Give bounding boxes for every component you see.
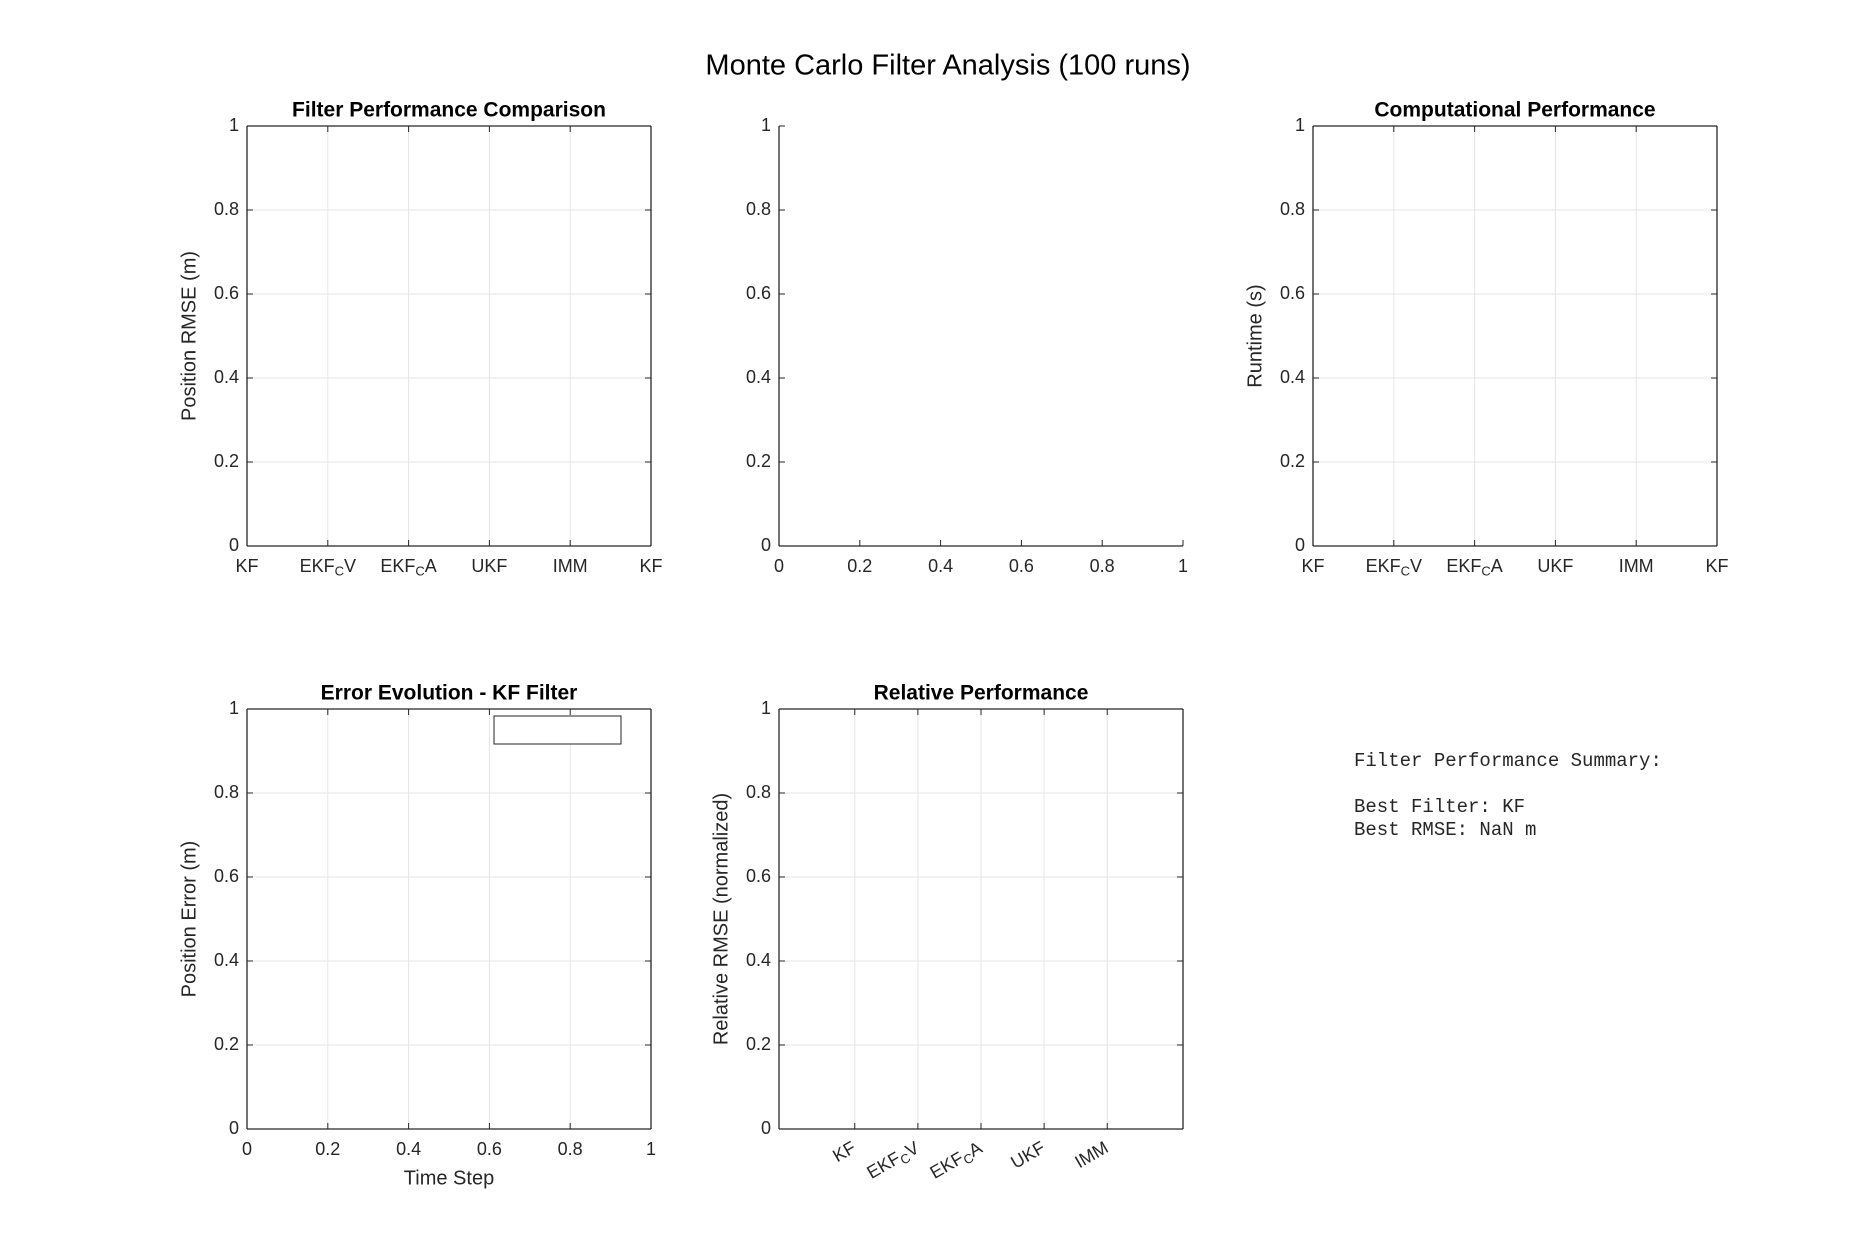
x-tick-label: KF [1705, 556, 1728, 576]
y-tick-label: 0.6 [746, 283, 771, 303]
y-tick-label: 0.4 [746, 367, 771, 387]
x-tick-label: UKF [471, 556, 507, 576]
x-tick-label: 0 [774, 556, 784, 576]
x-tick-label: KF [639, 556, 662, 576]
x-tick-label: 0 [242, 1139, 252, 1159]
x-tick-label: EKFCV [1366, 556, 1422, 579]
chart-title: Relative Performance [874, 682, 1089, 705]
x-tick-label: IMM [1619, 556, 1654, 576]
y-tick-label: 1 [761, 115, 771, 135]
x-tick-label: EKFCA [1446, 556, 1502, 579]
legend [493, 715, 622, 745]
x-tick-label: IMM [553, 556, 588, 576]
x-tick-label: 0.4 [928, 556, 953, 576]
x-tick-label: 0.6 [477, 1139, 502, 1159]
x-axis-label: Time Step [404, 1167, 494, 1189]
y-tick-label: 0.4 [214, 367, 239, 387]
y-tick-label: 0.2 [746, 451, 771, 471]
y-tick-label: 0.8 [214, 199, 239, 219]
x-tick-label: UKF [1537, 556, 1573, 576]
y-tick-label: 0.2 [1280, 451, 1305, 471]
plot-area [1313, 126, 1717, 546]
plot-area [247, 709, 651, 1129]
y-tick-label: 0.2 [746, 1034, 771, 1054]
x-tick-label: 0.4 [396, 1139, 421, 1159]
y-tick-label: 0.8 [214, 782, 239, 802]
y-axis-label: Runtime (s) [1244, 284, 1266, 387]
x-tick-label: KF [1301, 556, 1324, 576]
y-tick-label: 1 [229, 698, 239, 718]
x-tick-label: 1 [1178, 556, 1188, 576]
x-tick-label: EKFCV [300, 556, 356, 579]
summary-line: Best Filter: KF [1354, 796, 1525, 818]
figure-title: Monte Carlo Filter Analysis (100 runs) [705, 50, 1190, 82]
y-axis-label: Position RMSE (m) [178, 251, 200, 421]
y-axis-label: Position Error (m) [178, 841, 200, 998]
x-tick-label: EKFCA [380, 556, 436, 579]
y-tick-label: 0.6 [746, 866, 771, 886]
y-tick-label: 0.6 [214, 283, 239, 303]
y-tick-label: 1 [229, 115, 239, 135]
x-tick-label: 0.8 [1090, 556, 1115, 576]
x-tick-label: KF [235, 556, 258, 576]
y-tick-label: 0.8 [746, 782, 771, 802]
x-tick-label: 0.8 [558, 1139, 583, 1159]
x-tick-label: 0.2 [847, 556, 872, 576]
plot-area [779, 126, 1183, 546]
y-tick-label: 0.2 [214, 451, 239, 471]
y-tick-label: 0 [761, 1118, 771, 1138]
summary-line: Filter Performance Summary: [1354, 750, 1662, 772]
chart-title: Filter Performance Comparison [292, 99, 606, 122]
y-tick-label: 0.6 [214, 866, 239, 886]
plot-area [247, 126, 651, 546]
y-tick-label: 0.4 [746, 950, 771, 970]
y-tick-label: 0.8 [1280, 199, 1305, 219]
x-tick-label: 0.6 [1009, 556, 1034, 576]
summary-line: Best RMSE: NaN m [1354, 819, 1536, 841]
chart-title: Computational Performance [1374, 99, 1655, 122]
chart-title: Error Evolution - KF Filter [321, 682, 578, 705]
y-tick-label: 0.4 [1280, 367, 1305, 387]
y-tick-label: 0 [229, 1118, 239, 1138]
y-tick-label: 0 [761, 535, 771, 555]
y-tick-label: 0.2 [214, 1034, 239, 1054]
y-tick-label: 1 [1295, 115, 1305, 135]
y-tick-label: 0 [1295, 535, 1305, 555]
y-tick-label: 1 [761, 698, 771, 718]
y-axis-label: Relative RMSE (normalized) [710, 793, 732, 1045]
y-tick-label: 0.6 [1280, 283, 1305, 303]
x-tick-label: 1 [646, 1139, 656, 1159]
y-tick-label: 0.4 [214, 950, 239, 970]
x-tick-label: 0.2 [315, 1139, 340, 1159]
y-tick-label: 0.8 [746, 199, 771, 219]
y-tick-label: 0 [229, 535, 239, 555]
